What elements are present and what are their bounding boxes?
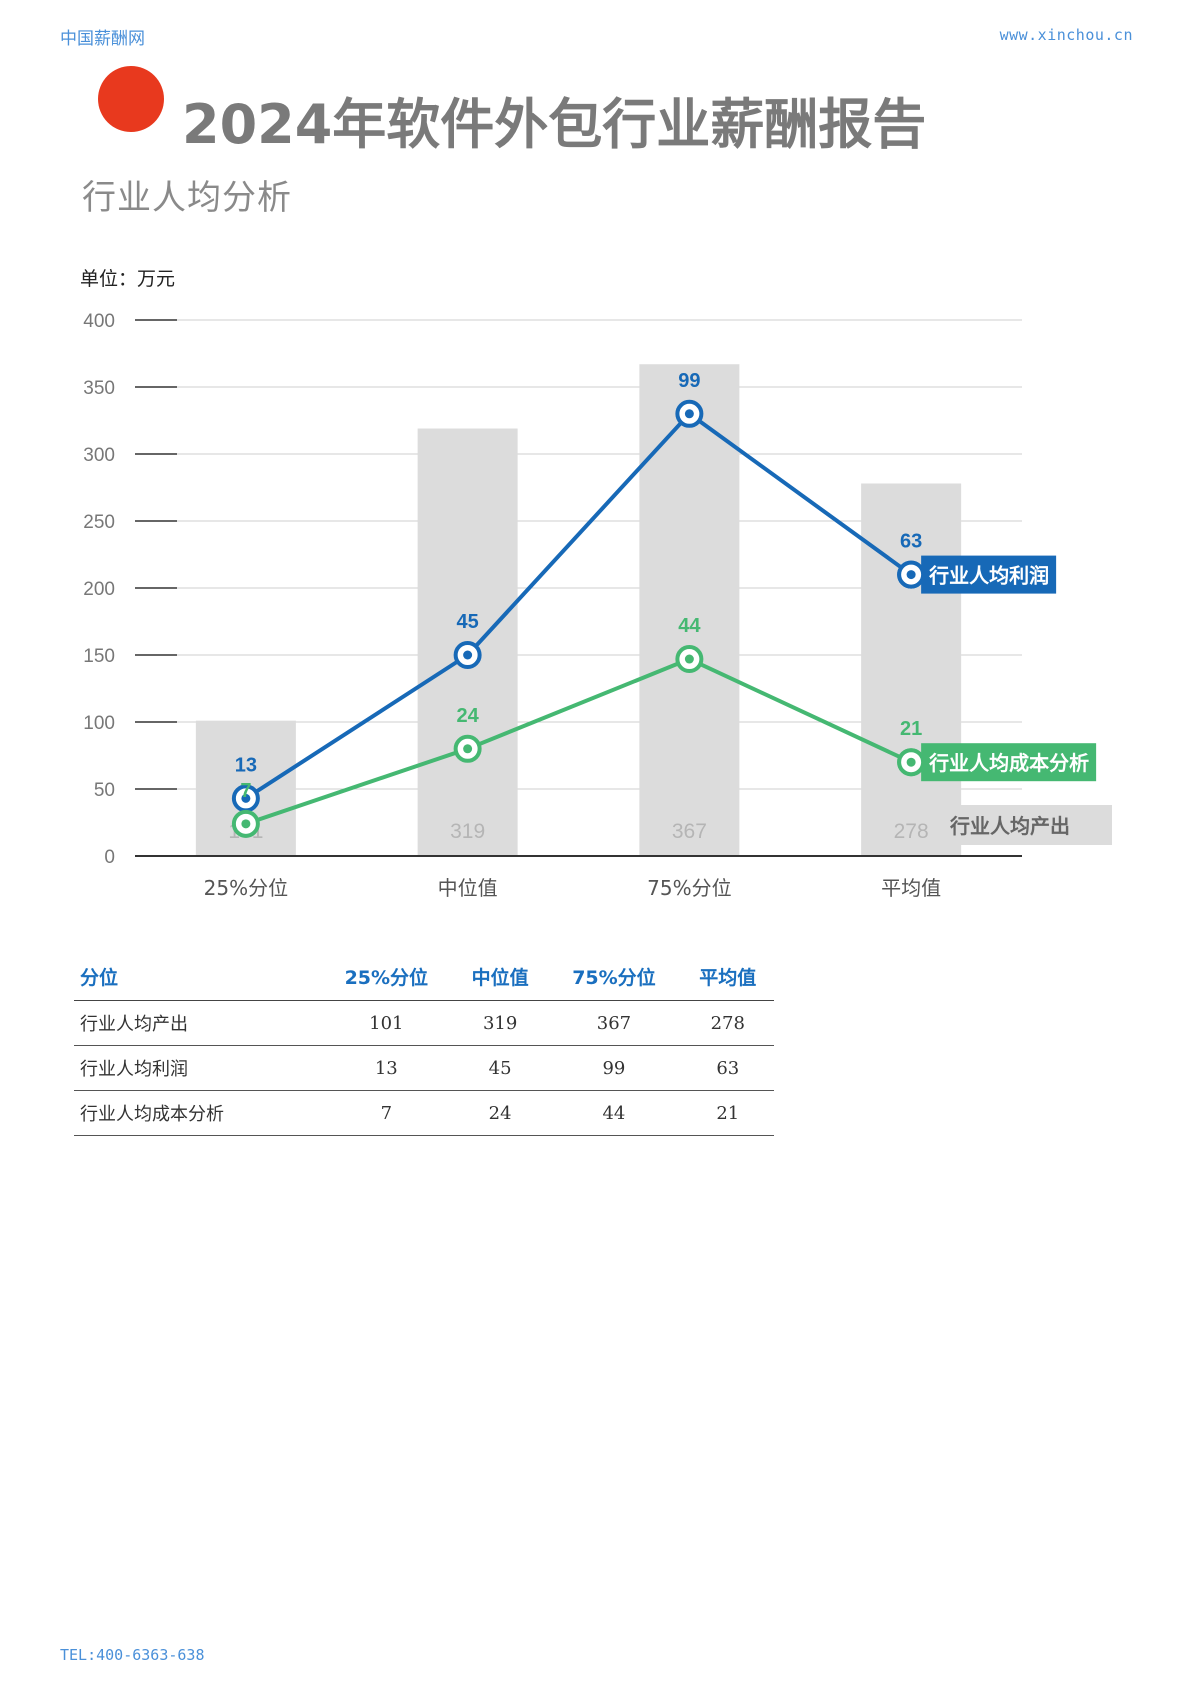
legend-box-line — [921, 555, 1057, 594]
table-cell: 101 — [369, 1012, 404, 1034]
y-tick-label: 250 — [83, 512, 115, 533]
table-cell: 63 — [716, 1057, 740, 1079]
data-point-center — [463, 744, 473, 754]
y-tick-label: 200 — [83, 579, 115, 600]
data-table: 分位 25%分位 中位值 75%分位 平均值 行业人均产出 101 319 36… — [74, 958, 774, 1136]
legend-box-bars — [958, 805, 1112, 845]
table-cell: 99 — [602, 1057, 626, 1079]
data-point-center — [241, 793, 251, 803]
table-cell: 44 — [602, 1102, 626, 1124]
bar-value-label: 319 — [450, 820, 485, 843]
data-label: 63 — [900, 531, 922, 553]
data-label: 99 — [678, 370, 700, 392]
y-tick-label: 300 — [83, 445, 115, 466]
legend-marker-center — [906, 570, 916, 580]
row-label: 行业人均产出 — [80, 1014, 188, 1035]
accent-dot — [98, 66, 164, 132]
table-header: 中位值 — [471, 966, 529, 989]
table-row: 行业人均成本分析 7 24 44 21 — [74, 1091, 774, 1136]
y-tick-label: 50 — [94, 780, 115, 801]
bar — [639, 364, 740, 856]
data-point-center — [684, 409, 694, 419]
data-label: 7 — [240, 780, 251, 802]
table-header-row: 分位 25%分位 中位值 75%分位 平均值 — [74, 958, 774, 1001]
y-tick-label: 100 — [83, 713, 115, 734]
table-cell: 45 — [488, 1057, 512, 1079]
table-header: 75%分位 — [572, 966, 656, 989]
data-point-center — [684, 654, 694, 664]
table-cell: 278 — [710, 1012, 745, 1034]
footer-tel: TEL:400-6363-638 — [60, 1646, 205, 1664]
unit-label: 单位：万元 — [80, 268, 176, 290]
x-tick-label: 25%分位 — [204, 876, 288, 900]
data-point-center — [463, 650, 473, 660]
y-tick-label: 0 — [104, 847, 115, 868]
table-header: 分位 — [80, 966, 119, 989]
y-tick-label: 400 — [83, 311, 115, 332]
table-header: 25%分位 — [344, 966, 429, 989]
table-row: 行业人均利润 13 45 99 63 — [74, 1046, 774, 1091]
x-tick-label: 平均值 — [881, 876, 941, 900]
table-cell: 21 — [716, 1102, 740, 1124]
site-url[interactable]: www.xinchou.cn — [999, 26, 1133, 44]
legend-marker-center — [906, 757, 916, 767]
data-label: 13 — [235, 754, 257, 776]
industry-per-capita-chart: 05010015020025030035040010131936727825%分… — [83, 311, 1112, 900]
table-cell: 13 — [374, 1057, 398, 1079]
x-tick-label: 75%分位 — [647, 876, 731, 900]
row-label: 行业人均利润 — [80, 1059, 188, 1080]
table-cell: 24 — [488, 1102, 512, 1124]
data-label: 24 — [457, 705, 480, 727]
table-cell: 319 — [482, 1012, 518, 1034]
y-tick-label: 150 — [83, 646, 115, 667]
row-label: 行业人均成本分析 — [80, 1104, 224, 1125]
legend-label-line: 行业人均利润 — [928, 564, 1049, 588]
data-label: 45 — [457, 611, 479, 633]
data-label: 44 — [678, 615, 701, 637]
table-cell: 367 — [596, 1012, 632, 1034]
table-row: 行业人均产出 101 319 367 278 — [74, 1001, 774, 1046]
section-subtitle: 行业人均分析 — [82, 178, 292, 218]
series-line — [245, 657, 912, 826]
legend-label-line: 行业人均成本分析 — [928, 751, 1089, 775]
legend-box-line — [921, 743, 1097, 782]
site-name: 中国薪酬网 — [60, 29, 145, 49]
data-label: 21 — [900, 718, 922, 740]
bar-value-label: 278 — [894, 820, 929, 843]
x-tick-label: 中位值 — [438, 876, 498, 900]
data-point-center — [241, 819, 251, 829]
series-line — [244, 411, 913, 801]
table-cell: 7 — [380, 1102, 393, 1124]
page-title: 2024年软件外包行业薪酬报告 — [182, 93, 927, 156]
legend-label-bars: 行业人均产出 — [949, 814, 1070, 838]
y-tick-label: 350 — [83, 378, 115, 399]
bar — [861, 483, 962, 856]
table-header: 平均值 — [699, 966, 757, 989]
bar-value-label: 367 — [672, 820, 707, 843]
